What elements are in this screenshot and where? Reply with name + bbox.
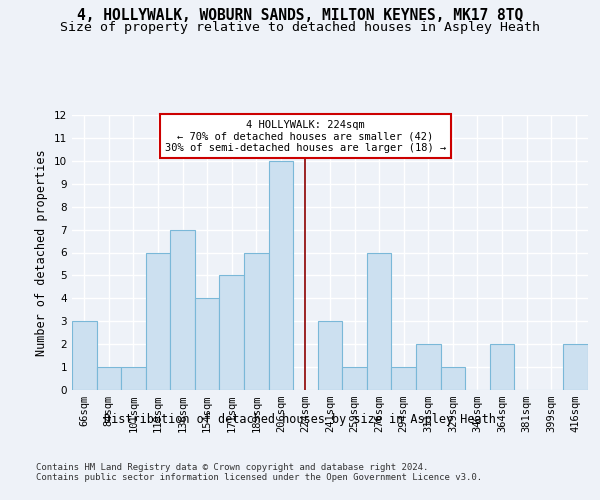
Bar	[490, 344, 514, 390]
Bar	[170, 230, 195, 390]
Bar	[269, 161, 293, 390]
Text: 4, HOLLYWALK, WOBURN SANDS, MILTON KEYNES, MK17 8TQ: 4, HOLLYWALK, WOBURN SANDS, MILTON KEYNE…	[77, 8, 523, 22]
Text: Size of property relative to detached houses in Aspley Heath: Size of property relative to detached ho…	[60, 21, 540, 34]
Bar	[416, 344, 440, 390]
Y-axis label: Number of detached properties: Number of detached properties	[35, 149, 49, 356]
Text: Contains HM Land Registry data © Crown copyright and database right 2024.
Contai: Contains HM Land Registry data © Crown c…	[36, 462, 482, 482]
Bar	[72, 322, 97, 390]
Text: Distribution of detached houses by size in Aspley Heath: Distribution of detached houses by size …	[104, 412, 496, 426]
Bar	[318, 322, 342, 390]
Text: 4 HOLLYWALK: 224sqm
← 70% of detached houses are smaller (42)
30% of semi-detach: 4 HOLLYWALK: 224sqm ← 70% of detached ho…	[165, 120, 446, 153]
Bar	[391, 367, 416, 390]
Bar	[220, 276, 244, 390]
Bar	[244, 252, 269, 390]
Bar	[121, 367, 146, 390]
Bar	[195, 298, 220, 390]
Bar	[97, 367, 121, 390]
Bar	[563, 344, 588, 390]
Bar	[440, 367, 465, 390]
Bar	[367, 252, 391, 390]
Bar	[146, 252, 170, 390]
Bar	[342, 367, 367, 390]
